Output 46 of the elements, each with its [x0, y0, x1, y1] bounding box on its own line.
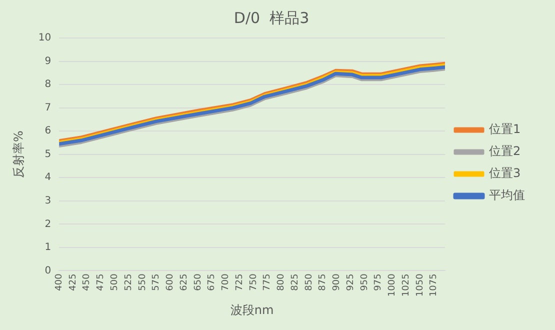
x-tick-label: 725: [234, 274, 245, 291]
x-tick-label: 400: [54, 273, 64, 291]
chart-title: D/0 样品3: [234, 8, 310, 27]
x-tick-label: 550: [138, 273, 148, 291]
x-axis-title: 波段nm: [230, 302, 274, 317]
legend-label: 平均值: [489, 188, 525, 202]
x-tick-label: 825: [290, 274, 300, 291]
x-tick-label: 1025: [401, 274, 412, 297]
y-axis-title: 反射率%: [11, 130, 26, 178]
x-tick-label: 925: [346, 274, 356, 291]
y-tick-label: 7: [44, 102, 52, 114]
x-tick-label: 1075: [429, 274, 440, 297]
x-tick-label: 650: [193, 273, 204, 291]
y-tick-label: 3: [44, 195, 52, 206]
y-tick-label: 8: [44, 79, 52, 90]
y-tick-label: 9: [44, 56, 52, 67]
x-tick-label: 750: [248, 273, 259, 291]
x-tick-label: 675: [207, 274, 218, 291]
x-tick-label: 1000: [388, 273, 398, 297]
x-tick-label: 425: [68, 274, 78, 291]
legend-label: 位置1: [489, 122, 521, 136]
x-tick-label: 975: [374, 274, 384, 291]
y-tick-label: 5: [44, 148, 52, 160]
y-tick-label: 10: [38, 32, 52, 44]
x-tick-label: 625: [179, 274, 190, 291]
y-tick-label: 0: [44, 265, 52, 276]
x-tick-label: 525: [124, 274, 134, 291]
x-tick-label: 950: [360, 273, 370, 291]
x-tick-label: 775: [262, 274, 273, 291]
x-tick-label: 450: [82, 273, 92, 291]
y-tick-label: 2: [44, 218, 52, 230]
x-tick-label: 575: [152, 274, 162, 291]
x-tick-label: 800: [276, 273, 287, 291]
legend-label: 位置2: [489, 144, 521, 158]
x-tick-label: 600: [166, 273, 176, 291]
y-tick-label: 6: [44, 126, 52, 137]
y-tick-label: 1: [44, 242, 52, 254]
x-tick-label: 475: [96, 274, 106, 291]
x-tick-label: 1050: [415, 273, 426, 297]
x-tick-label: 700: [221, 273, 232, 291]
x-tick-label: 850: [304, 273, 314, 291]
y-tick-label: 4: [44, 172, 52, 184]
legend-label: 位置3: [489, 166, 521, 180]
x-tick-label: 900: [332, 273, 342, 291]
x-tick-label: 875: [318, 274, 328, 291]
x-tick-label: 500: [110, 273, 120, 291]
